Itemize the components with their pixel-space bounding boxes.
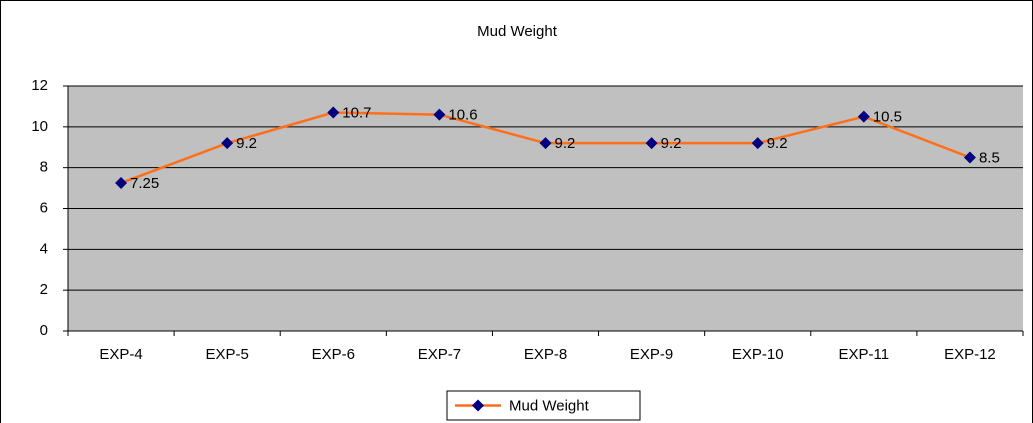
x-tick-label: EXP-12 [944,346,996,363]
x-tick-label: EXP-11 [839,346,890,363]
y-tick-label: 10 [31,118,48,135]
x-tick-label: EXP-7 [418,346,461,363]
data-label: 7.25 [130,175,159,192]
x-tick-label: EXP-8 [524,346,567,363]
data-point [751,137,764,150]
data-point [539,137,552,150]
data-label: 8.5 [979,149,1000,166]
x-tick-label: EXP-6 [312,346,355,363]
data-point [963,151,976,164]
data-point [115,176,128,189]
y-tick-label: 12 [31,77,48,94]
data-label: 10.6 [448,107,477,124]
data-label: 10.7 [342,105,371,122]
data-point [645,137,658,150]
x-tick-label: EXP-9 [630,346,673,363]
x-tick-label: EXP-5 [205,346,248,363]
data-point [327,106,340,119]
data-label: 9.2 [661,135,682,152]
data-point [221,137,234,150]
legend-label: Mud Weight [509,397,590,414]
data-label: 9.2 [555,135,576,152]
data-label: 9.2 [767,135,788,152]
x-tick-label: EXP-4 [99,346,142,363]
data-label: 9.2 [236,135,257,152]
y-tick-label: 8 [40,159,48,176]
data-point [433,108,446,121]
legend-marker [472,399,484,412]
data-label: 10.5 [873,109,902,126]
y-tick-label: 2 [40,281,48,298]
data-point [857,110,870,123]
y-tick-label: 0 [40,322,48,339]
y-tick-label: 6 [40,199,48,216]
chart-title: Mud Weight [477,23,558,40]
y-tick-label: 4 [40,240,48,257]
x-tick-label: EXP-10 [732,346,784,363]
